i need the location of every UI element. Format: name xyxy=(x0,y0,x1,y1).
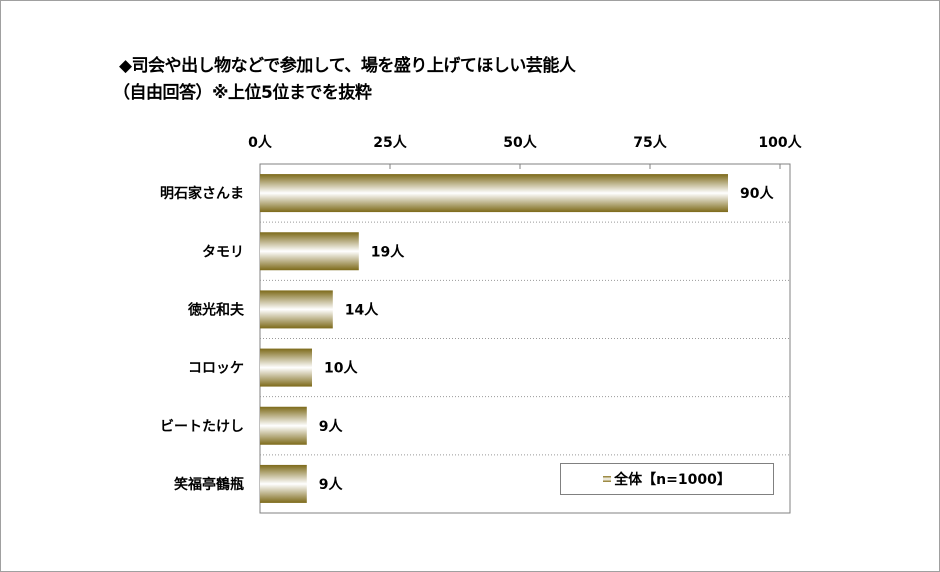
legend-label: 全体【n=1000】 xyxy=(614,472,731,488)
x-tick-label: 50人 xyxy=(503,134,537,151)
legend-swatch xyxy=(603,476,612,482)
category-label: 明石家さんま xyxy=(160,185,244,202)
value-label: 9人 xyxy=(319,418,344,435)
x-tick-label: 25人 xyxy=(373,134,407,151)
value-label: 90人 xyxy=(740,185,774,202)
category-label: タモリ xyxy=(202,244,244,260)
chart-title: ◆司会や出し物などで参加して、場を盛り上げてほしい芸能人 xyxy=(119,56,576,76)
bar xyxy=(260,232,359,271)
bar xyxy=(260,290,333,329)
x-tick-label: 75人 xyxy=(633,134,667,151)
bar xyxy=(260,464,307,503)
category-label: 笑福亭鶴瓶 xyxy=(174,476,244,493)
bar xyxy=(260,406,307,445)
legend: 全体【n=1000】 xyxy=(560,463,774,495)
category-label: 徳光和夫 xyxy=(187,301,245,318)
chart-subtitle: （自由回答）※上位5位までを抜粋 xyxy=(113,83,372,103)
category-label: コロッケ xyxy=(188,361,244,377)
value-label: 10人 xyxy=(324,360,358,377)
bar xyxy=(260,348,312,387)
x-tick-label: 100人 xyxy=(758,134,802,151)
value-label: 19人 xyxy=(371,243,405,260)
bar xyxy=(260,174,728,213)
category-label: ビートたけし xyxy=(160,419,244,435)
value-label: 14人 xyxy=(345,301,379,318)
value-label: 9人 xyxy=(319,476,344,493)
x-tick-label: 0人 xyxy=(248,134,273,151)
